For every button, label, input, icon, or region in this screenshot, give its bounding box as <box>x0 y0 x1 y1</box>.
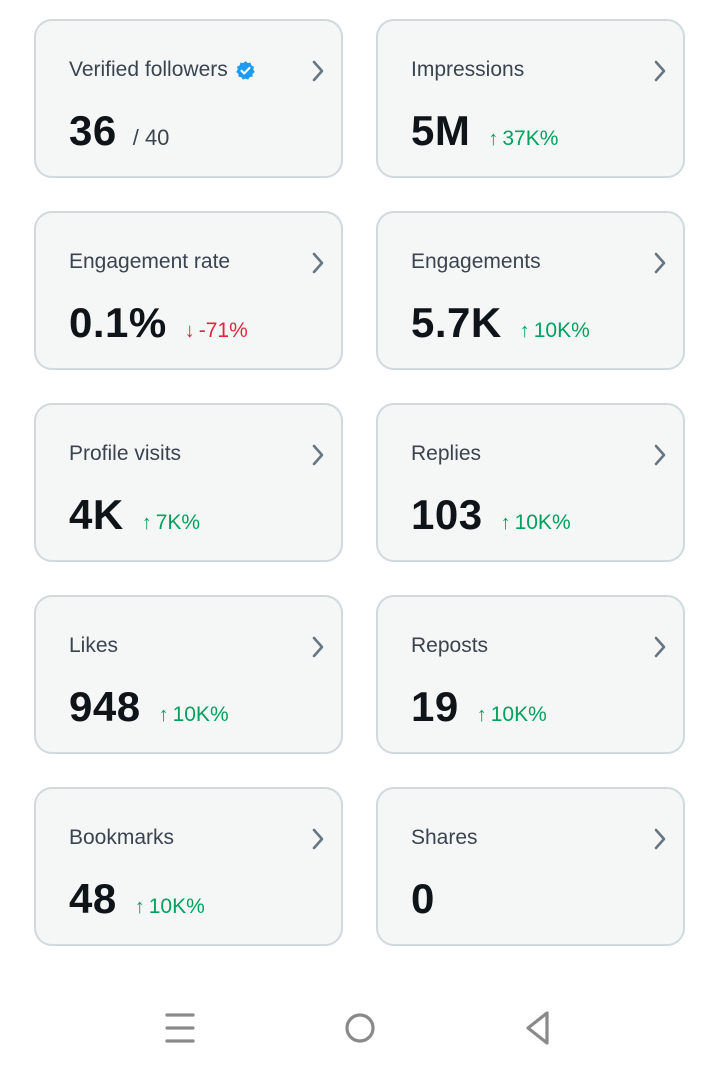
metric-change: ↑ 10K% <box>477 703 547 727</box>
metric-change-value: 37K% <box>502 127 559 150</box>
metrics-grid: Verified followers 36 / 40 Impressions 5… <box>34 19 686 946</box>
chevron-right-icon[interactable] <box>653 635 667 659</box>
metric-title: Replies <box>411 441 481 467</box>
chevron-right-icon[interactable] <box>653 827 667 851</box>
metric-card-engagements[interactable]: Engagements 5.7K ↑ 10K% <box>376 211 685 370</box>
metric-value: 5M <box>411 107 471 154</box>
metric-change: ↑ 10K% <box>501 511 571 535</box>
metric-value: 4K <box>69 491 124 538</box>
metric-title: Impressions <box>411 57 524 83</box>
chevron-right-icon[interactable] <box>311 443 325 467</box>
chevron-right-icon[interactable] <box>311 59 325 83</box>
metric-title: Engagement rate <box>69 249 230 275</box>
metric-card-bookmarks[interactable]: Bookmarks 48 ↑ 10K% <box>34 787 343 946</box>
metric-value-row: 48 ↑ 10K% <box>69 875 205 923</box>
metric-value: 36 <box>69 107 117 154</box>
metric-card-likes[interactable]: Likes 948 ↑ 10K% <box>34 595 343 754</box>
metric-card-verified-followers[interactable]: Verified followers 36 / 40 <box>34 19 343 178</box>
metric-change-value: 7K% <box>155 511 201 534</box>
system-navigation-bar <box>0 990 718 1075</box>
metric-title-text: Reposts <box>411 634 489 657</box>
verified-badge-icon <box>235 60 255 80</box>
metric-title: Verified followers <box>69 57 256 83</box>
chevron-right-icon[interactable] <box>311 251 325 275</box>
arrow-up-icon: ↑ <box>158 704 169 726</box>
metric-change: ↑ 10K% <box>159 703 229 727</box>
metric-change: ↑ 10K% <box>135 895 205 919</box>
metric-change-value: 10K% <box>172 703 229 726</box>
menu-icon[interactable] <box>158 1008 202 1048</box>
metric-value-row: 5M ↑ 37K% <box>411 107 558 155</box>
metric-value: 19 <box>411 683 459 730</box>
metric-change: ↓ -71% <box>185 319 248 343</box>
metric-title-text: Bookmarks <box>69 826 175 849</box>
metric-value-row: 103 ↑ 10K% <box>411 491 571 539</box>
metric-card-shares[interactable]: Shares 0 <box>376 787 685 946</box>
metric-title-text: Engagements <box>411 250 541 273</box>
metric-value: 948 <box>69 683 141 730</box>
metric-title-text: Verified followers <box>69 58 228 81</box>
metric-value: 48 <box>69 875 117 922</box>
metric-card-engagement-rate[interactable]: Engagement rate 0.1% ↓ -71% <box>34 211 343 370</box>
metric-change: ↑ 37K% <box>488 127 558 151</box>
metric-change-value: 10K% <box>533 319 590 342</box>
home-circle-icon[interactable] <box>338 1008 382 1048</box>
metric-card-reposts[interactable]: Reposts 19 ↑ 10K% <box>376 595 685 754</box>
chevron-right-icon[interactable] <box>653 251 667 275</box>
arrow-up-icon: ↑ <box>141 512 152 534</box>
metric-title-text: Engagement rate <box>69 250 231 273</box>
metric-value-row: 0 <box>411 875 435 923</box>
metric-title: Profile visits <box>69 441 181 467</box>
metric-card-replies[interactable]: Replies 103 ↑ 10K% <box>376 403 685 562</box>
metric-card-profile-visits[interactable]: Profile visits 4K ↑ 7K% <box>34 403 343 562</box>
metric-value-row: 4K ↑ 7K% <box>69 491 200 539</box>
metric-change: ↑ 7K% <box>142 511 200 535</box>
arrow-up-icon: ↑ <box>500 512 511 534</box>
metric-value: 5.7K <box>411 299 502 346</box>
metric-change-value: -71% <box>198 319 248 342</box>
metric-value-row: 5.7K ↑ 10K% <box>411 299 590 347</box>
metric-change-value: 10K% <box>148 895 205 918</box>
arrow-up-icon: ↑ <box>476 704 487 726</box>
metric-total: / 40 <box>132 125 170 150</box>
metric-title: Engagements <box>411 249 541 275</box>
arrow-up-icon: ↑ <box>488 128 499 150</box>
metric-change-value: 10K% <box>514 511 571 534</box>
chevron-right-icon[interactable] <box>653 59 667 83</box>
metric-value: 0 <box>411 875 435 922</box>
metric-value-row: 948 ↑ 10K% <box>69 683 229 731</box>
metric-change-value: 10K% <box>490 703 547 726</box>
arrow-down-icon: ↓ <box>184 320 195 342</box>
metric-value-row: 36 / 40 <box>69 107 169 155</box>
back-triangle-icon[interactable] <box>516 1008 560 1048</box>
metric-title-text: Profile visits <box>69 442 182 465</box>
arrow-up-icon: ↑ <box>519 320 530 342</box>
chevron-right-icon[interactable] <box>311 635 325 659</box>
metric-title: Reposts <box>411 633 488 659</box>
metric-value-row: 0.1% ↓ -71% <box>69 299 248 347</box>
metric-card-impressions[interactable]: Impressions 5M ↑ 37K% <box>376 19 685 178</box>
metric-title-text: Shares <box>411 826 478 849</box>
chevron-right-icon[interactable] <box>311 827 325 851</box>
metric-title: Shares <box>411 825 478 851</box>
arrow-up-icon: ↑ <box>134 896 145 918</box>
metric-value: 103 <box>411 491 483 538</box>
metric-change: ↑ 10K% <box>520 319 590 343</box>
metric-title: Likes <box>69 633 118 659</box>
metric-title: Bookmarks <box>69 825 174 851</box>
metric-title-text: Replies <box>411 442 482 465</box>
metric-title-text: Likes <box>69 634 119 657</box>
metric-title-text: Impressions <box>411 58 525 81</box>
chevron-right-icon[interactable] <box>653 443 667 467</box>
metric-value-row: 19 ↑ 10K% <box>411 683 547 731</box>
metric-value: 0.1% <box>69 299 167 346</box>
